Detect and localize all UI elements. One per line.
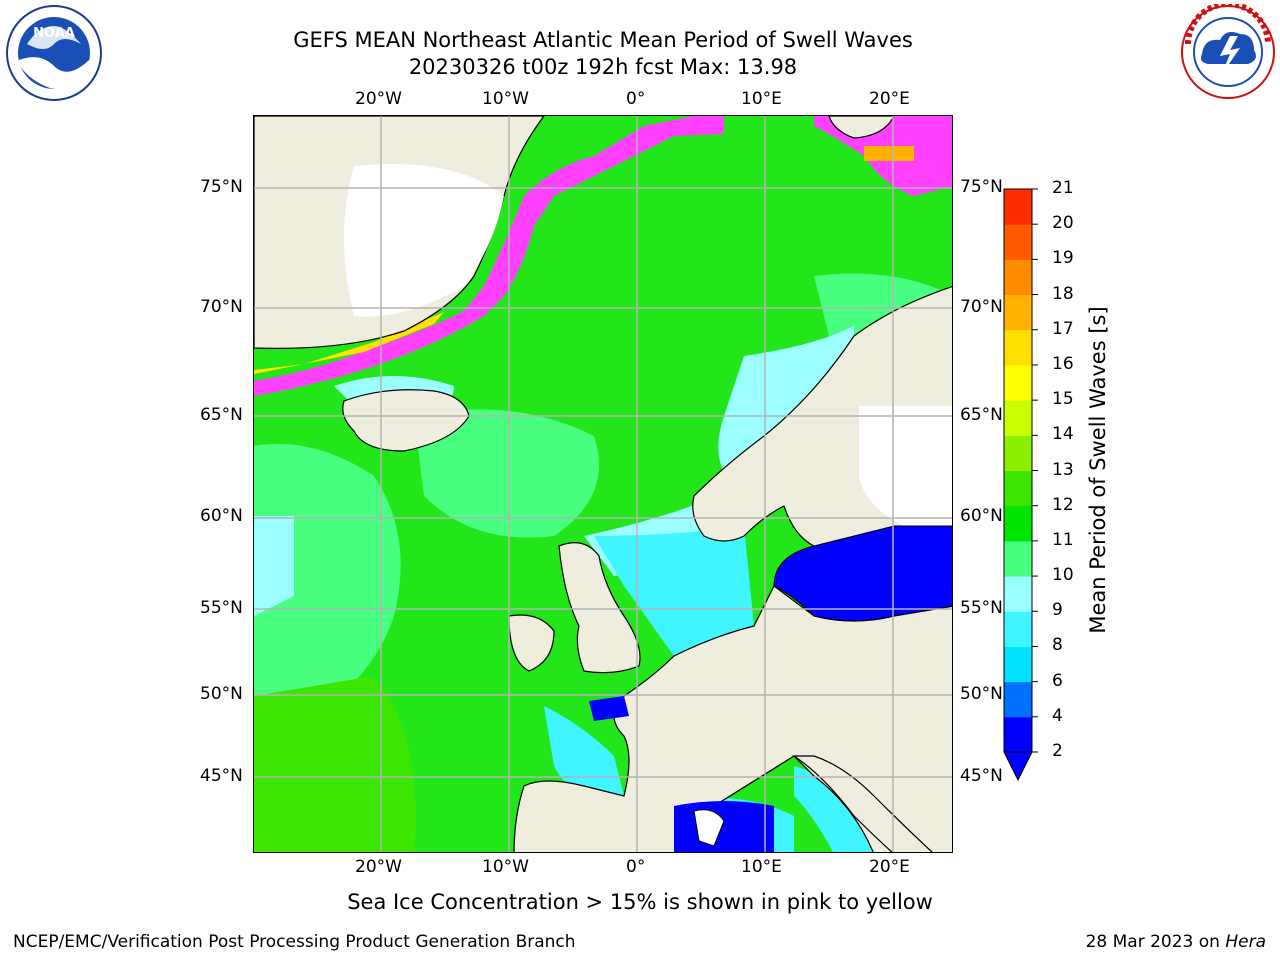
sea-ice-svalbard-yellow	[864, 146, 914, 161]
lat-tick-right-55n: 55°N	[960, 598, 1003, 618]
iceland-land	[342, 389, 470, 452]
corsica-sardinia-land	[693, 809, 725, 847]
noaa-logo-text: NOAA	[33, 26, 75, 41]
colorbar-tick-label: 8	[1052, 635, 1063, 656]
lat-tick-right-45n: 45°N	[960, 766, 1003, 786]
lat-tick-right-60n: 60°N	[960, 506, 1003, 526]
ligurian-sea	[674, 801, 774, 852]
colorbar-tick-label: 18	[1052, 283, 1074, 304]
nws-logo	[1181, 4, 1275, 99]
lon-tick-bottom-0: 0°	[626, 857, 646, 877]
colorbar-segment	[1004, 505, 1032, 542]
lon-tick-top-20w: 20°W	[355, 89, 402, 109]
bay-of-biscay-swell	[544, 706, 624, 798]
sea-ice-edge-yellow	[254, 312, 444, 374]
north-sea-swell	[594, 526, 754, 656]
lat-tick-right-75n: 75°N	[960, 177, 1003, 197]
colorbar-tick-label: 19	[1052, 248, 1074, 269]
colorbar-tick-label: 11	[1052, 529, 1074, 550]
chart-title: GEFS MEAN Northeast Atlantic Mean Period…	[293, 28, 913, 52]
svalbard-land	[828, 116, 895, 139]
colorbar-segment	[1004, 470, 1032, 507]
lat-tick-right-65n: 65°N	[960, 405, 1003, 425]
colorbar	[1003, 188, 1038, 782]
great-britain-land	[558, 542, 641, 674]
lon-tick-top-10e: 10°E	[741, 89, 782, 109]
colorbar-segment	[1004, 400, 1032, 436]
colorbar-segment	[1004, 646, 1032, 683]
lat-tick-left-55n: 55°N	[200, 598, 243, 618]
colorbar-segment	[1004, 329, 1032, 366]
greenland-ice-sheet	[344, 164, 504, 317]
colorbar-segment	[1004, 611, 1032, 647]
colorbar-tick-label: 16	[1052, 353, 1074, 374]
colorbar-segment	[1004, 189, 1032, 225]
map-panel	[253, 115, 953, 853]
colorbar-segment	[1004, 540, 1032, 577]
sea-ice-note: Sea Ice Concentration > 15% is shown in …	[347, 890, 933, 914]
footer-host: Hera	[1225, 932, 1266, 952]
swell-map	[254, 116, 952, 852]
lat-tick-left-50n: 50°N	[200, 684, 243, 704]
colorbar-label: Mean Period of Swell Waves [s]	[1086, 306, 1110, 634]
lat-tick-left-65n: 65°N	[200, 405, 243, 425]
channel-blue	[589, 696, 629, 721]
noaa-logo: NOAA	[6, 5, 102, 101]
lat-tick-left-60n: 60°N	[200, 506, 243, 526]
lon-tick-bottom-10w: 10°W	[482, 857, 529, 877]
colorbar-tick-label: 2	[1052, 741, 1063, 761]
swell-patch-southwest	[254, 676, 416, 852]
colorbar-tick-label: 15	[1052, 389, 1074, 410]
colorbar-tick-label: 12	[1052, 494, 1074, 515]
colorbar-segment	[1004, 364, 1032, 401]
swell-patch-central	[414, 409, 599, 538]
chart-subtitle: 20230326 t00z 192h fcst Max: 13.98	[408, 55, 798, 79]
colorbar-segment	[1004, 681, 1032, 718]
colorbar-tick-label: 13	[1052, 459, 1074, 480]
swell-patch-labrador	[254, 516, 294, 616]
colorbar-tick-label: 17	[1052, 318, 1074, 339]
lat-tick-right-50n: 50°N	[960, 684, 1003, 704]
lon-tick-bottom-20e: 20°E	[869, 857, 910, 877]
footer-date: 28 Mar 2023 on Hera	[1086, 932, 1266, 952]
lon-tick-top-10w: 10°W	[482, 89, 529, 109]
lat-tick-left-75n: 75°N	[200, 177, 243, 197]
footer-credit: NCEP/EMC/Verification Post Processing Pr…	[13, 932, 576, 952]
ireland-land	[508, 614, 555, 672]
colorbar-tick-label: 20	[1052, 213, 1074, 234]
colorbar-tick-label: 14	[1052, 424, 1074, 445]
colorbar-extend-arrow	[1003, 751, 1033, 782]
colorbar-tick-label: 10	[1052, 565, 1074, 586]
colorbar-segment	[1004, 716, 1032, 753]
gulf-of-bothnia-ice	[859, 406, 952, 526]
colorbar-tick-label: 4	[1052, 705, 1063, 726]
graticule	[254, 116, 952, 852]
colorbar-segment	[1004, 259, 1032, 296]
colorbar-segment	[1004, 294, 1032, 331]
colorbar-segment	[1004, 224, 1032, 260]
lat-tick-left-70n: 70°N	[200, 297, 243, 317]
colorbar-tick-label: 9	[1052, 600, 1063, 621]
lat-tick-left-45n: 45°N	[200, 766, 243, 786]
lon-tick-bottom-20w: 20°W	[355, 857, 402, 877]
lon-tick-top-0: 0°	[626, 89, 646, 109]
colorbar-tick-label: 21	[1052, 178, 1074, 198]
lon-tick-bottom-10e: 10°E	[741, 857, 782, 877]
footer-date-text: 28 Mar 2023 on	[1085, 932, 1220, 952]
colorbar-segment	[1004, 435, 1032, 471]
colorbar-segment	[1004, 576, 1032, 612]
lon-tick-top-20e: 20°E	[869, 89, 910, 109]
colorbar-tick-label: 6	[1052, 670, 1063, 691]
lat-tick-right-70n: 70°N	[960, 297, 1003, 317]
